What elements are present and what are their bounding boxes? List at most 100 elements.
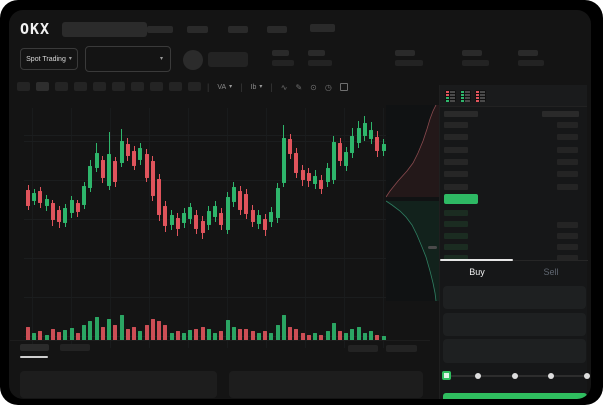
interval-button-10[interactable] — [188, 82, 201, 91]
candle — [82, 108, 87, 348]
screenshot-icon[interactable]: ⊙ — [310, 82, 317, 92]
chart-dropdown-2[interactable]: Ib ▾ — [251, 84, 263, 91]
pair-name-placeholder — [208, 52, 248, 67]
interval-button-7[interactable] — [131, 82, 144, 91]
chart-dropdown-1[interactable]: VA ▾ — [217, 84, 232, 91]
candle — [319, 108, 324, 348]
interval-button-4[interactable] — [74, 82, 87, 91]
line-tool-icon[interactable]: ∿ — [280, 82, 288, 92]
slider-dot-75[interactable] — [548, 373, 554, 379]
volume-bar — [344, 333, 349, 341]
volume-bar — [331, 323, 336, 341]
slider-dot-50[interactable] — [512, 373, 518, 379]
volume-bar — [82, 325, 87, 341]
volume-bar — [44, 335, 49, 341]
buy-submit-button[interactable] — [443, 393, 587, 399]
volume-bar — [125, 329, 130, 341]
bottom-tab-2[interactable] — [60, 344, 90, 351]
candle — [350, 108, 355, 348]
chart-dropdown-2-label: Ib — [250, 83, 257, 91]
amount-input[interactable] — [443, 313, 586, 336]
book-view-asks-icon[interactable] — [475, 90, 486, 102]
candle — [125, 108, 130, 348]
volume-bar — [231, 327, 236, 341]
candle — [225, 108, 230, 348]
candle — [306, 108, 311, 348]
history-icon[interactable]: ◷ — [324, 82, 332, 92]
candle — [63, 108, 68, 348]
volume-bar — [381, 336, 386, 341]
book-col-price-header — [444, 111, 478, 117]
bottom-tab-1[interactable] — [20, 344, 49, 351]
candle — [132, 108, 137, 348]
candle — [213, 108, 218, 348]
candle — [113, 108, 118, 348]
chevron-down-icon: ▾ — [259, 84, 263, 90]
pair-select[interactable]: ▾ — [85, 46, 171, 72]
candle — [344, 108, 349, 348]
candle — [331, 108, 336, 348]
candlestick-chart[interactable] — [24, 108, 386, 348]
volume-bar — [338, 331, 342, 341]
stat-2-value — [308, 60, 332, 66]
depth-chart — [386, 105, 439, 301]
candle — [313, 108, 318, 348]
order-book-header — [440, 85, 587, 107]
draw-tool-icon[interactable]: ✎ — [295, 82, 303, 92]
interval-button-6[interactable] — [112, 82, 125, 91]
bottom-panel-right — [229, 371, 423, 398]
interval-button-2[interactable] — [36, 82, 49, 91]
nav-item-2[interactable] — [187, 26, 208, 33]
interval-button-9[interactable] — [169, 82, 182, 91]
interval-button-3[interactable] — [55, 82, 68, 91]
volume-bar — [362, 333, 367, 341]
volume-bar — [225, 320, 230, 341]
fullscreen-icon[interactable] — [339, 83, 348, 91]
volume-bar — [113, 325, 118, 341]
candle — [38, 108, 43, 348]
nav-item-5[interactable] — [310, 24, 335, 32]
interval-button-1[interactable] — [17, 82, 30, 91]
bottom-action-1[interactable] — [348, 345, 378, 352]
tab-buy[interactable]: Buy — [469, 267, 485, 277]
chart-dropdown-1-label: VA — [217, 83, 227, 91]
candle — [144, 108, 149, 348]
volume-bar — [294, 329, 299, 341]
amount-slider-handle[interactable] — [442, 371, 451, 380]
candle — [138, 108, 143, 348]
panel-resize-handle[interactable] — [428, 246, 437, 249]
nav-item-3[interactable] — [228, 26, 248, 33]
volume-bar — [350, 329, 355, 341]
price-input[interactable] — [443, 286, 586, 309]
interval-button-5[interactable] — [93, 82, 106, 91]
volume-bar — [188, 330, 193, 341]
candle — [263, 108, 268, 348]
bottom-action-2[interactable] — [386, 345, 417, 352]
interval-toolbar — [17, 82, 201, 91]
candle — [206, 108, 211, 348]
volume-bar — [26, 327, 30, 341]
volume-bar — [57, 332, 62, 341]
slider-dot-25[interactable] — [475, 373, 481, 379]
slider-dot-100[interactable] — [584, 373, 590, 379]
nav-item-1[interactable] — [147, 26, 173, 33]
volume-bar — [200, 327, 205, 341]
total-input[interactable] — [443, 339, 586, 363]
volume-bar — [38, 331, 43, 341]
spot-trading-dropdown[interactable]: Spot Trading ▾ — [20, 48, 78, 70]
book-view-all-icon[interactable] — [445, 90, 456, 102]
last-price-badge[interactable] — [444, 194, 478, 204]
interval-button-8[interactable] — [150, 82, 163, 91]
volume-bar — [50, 329, 55, 341]
tab-sell[interactable]: Sell — [543, 267, 559, 277]
book-view-bids-icon[interactable] — [460, 90, 471, 102]
search-input[interactable] — [62, 22, 147, 37]
volume-bar — [325, 331, 330, 341]
volume-bar — [100, 327, 105, 341]
candle — [107, 108, 112, 348]
chevron-down-icon: ▾ — [68, 56, 72, 62]
nav-item-4[interactable] — [267, 26, 287, 33]
candle — [300, 108, 305, 348]
candle — [150, 108, 155, 348]
candle — [375, 108, 380, 348]
